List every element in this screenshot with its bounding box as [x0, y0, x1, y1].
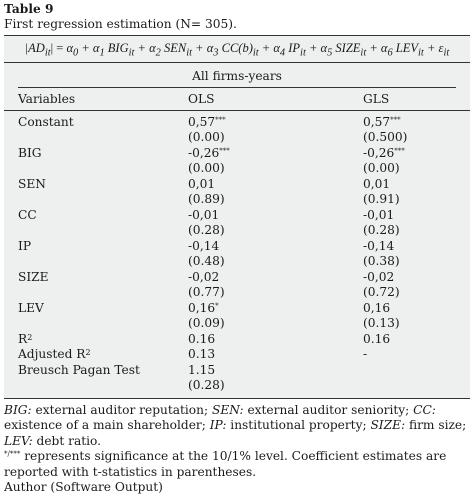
table-row: LEV 0,16* (0.09) 0,16 (0.13)	[4, 301, 470, 332]
significance-stars: ***	[215, 115, 226, 124]
bottom-rule	[4, 397, 470, 399]
significance-stars: ***	[394, 146, 405, 155]
cell-ols: -0,02 (0.77)	[188, 270, 363, 301]
regression-table: |ADit| = α0 + α1 BIGit + α2 SENit + α3 C…	[4, 35, 470, 399]
table-body: Constant 0,57*** (0.00) 0,57*** (0.500) BIG -0…	[4, 111, 470, 332]
cell-ols: 0,01 (0.89)	[188, 177, 363, 208]
group-rule	[18, 86, 456, 88]
cell-ols: 1.15 (0.28)	[188, 362, 225, 393]
table-row: BIG -0,26*** (0.00) -0,26*** (0.00)	[4, 146, 470, 177]
p-value: (0.00)	[188, 130, 225, 144]
table-figure: Table 9 First regression estimation (N= …	[4, 2, 470, 496]
row-label: BIG	[18, 145, 42, 160]
table-title: Table 9	[4, 2, 54, 16]
p-value: (0.48)	[188, 254, 225, 268]
p-value: (0.00)	[363, 161, 400, 175]
cell-gls: 0.16	[363, 331, 391, 346]
row-label: LEV	[18, 300, 44, 315]
table-row: SEN 0,01 (0.89) 0,01 (0.91)	[4, 177, 470, 208]
col-header-variables: Variables	[18, 91, 76, 106]
column-header-row: Variables OLS GLS	[4, 88, 470, 110]
p-value: (0.91)	[363, 192, 400, 206]
p-value: (0.89)	[188, 192, 225, 206]
regression-equation: |ADit| = α0 + α1 BIGit + α2 SENit + α3 C…	[24, 41, 450, 59]
p-value: (0.500)	[363, 130, 408, 144]
cell-gls: 0,57*** (0.500)	[363, 115, 470, 146]
top-rule	[4, 35, 470, 36]
table-row: R2 0.16 0.16	[4, 332, 470, 348]
row-label: IP	[18, 238, 32, 253]
p-value: (0.38)	[363, 254, 400, 268]
cell-gls: -0,02 (0.72)	[363, 270, 470, 301]
row-label: SEN	[18, 176, 46, 191]
cell-ols: -0,01 (0.28)	[188, 208, 363, 239]
table-row: SIZE -0,02 (0.77) -0,02 (0.72)	[4, 270, 470, 301]
p-value: (0.00)	[188, 161, 225, 175]
p-value: (0.13)	[363, 316, 400, 330]
table-subtitle: First regression estimation (N= 305).	[4, 17, 237, 31]
col-header-gls: GLS	[363, 91, 390, 106]
source-note: Author (Software Output)	[4, 480, 163, 494]
equation-rule	[4, 61, 470, 63]
table-row: Adjusted R2 0.13 -	[4, 347, 470, 363]
header-rule	[4, 109, 470, 111]
cell-gls: -0,01 (0.28)	[363, 208, 470, 239]
table-row: CC -0,01 (0.28) -0,01 (0.28)	[4, 208, 470, 239]
cell-ols: -0,26*** (0.00)	[188, 146, 363, 177]
cell-ols: 0.16	[188, 331, 216, 346]
significance-stars: *	[215, 301, 219, 310]
row-label: Adjusted R2	[18, 347, 91, 361]
p-value: (0.09)	[188, 316, 225, 330]
cell-gls: -0,26*** (0.00)	[363, 146, 470, 177]
row-label: Breusch Pagan Test	[18, 362, 140, 377]
cell-ols: 0,16* (0.09)	[188, 301, 363, 332]
row-label: SIZE	[18, 269, 49, 284]
significance-stars: ***	[219, 146, 230, 155]
group-header: All firms-years	[192, 68, 282, 83]
table-row: IP -0,14 (0.48) -0,14 (0.38)	[4, 239, 470, 270]
col-header-ols: OLS	[188, 91, 215, 106]
cell-gls: 0,16 (0.13)	[363, 301, 470, 332]
p-value: (0.28)	[188, 223, 225, 237]
significance-stars: ***	[390, 115, 401, 124]
abbreviation-note: BIG: external auditor reputation; SEN: e…	[4, 402, 467, 448]
p-value: (0.28)	[363, 223, 400, 237]
cell-gls: -	[363, 347, 368, 361]
cell-ols: -0,14 (0.48)	[188, 239, 363, 270]
significance-note: */*** represents significance at the 10/…	[4, 449, 447, 479]
cell-gls: 0,01 (0.91)	[363, 177, 470, 208]
cell-ols: 0,57*** (0.00)	[188, 115, 363, 146]
p-value: (0.72)	[363, 285, 400, 299]
cell-ols: 0.13	[188, 347, 216, 361]
p-value: (0.77)	[188, 285, 225, 299]
table-notes: BIG: external auditor reputation; SEN: e…	[4, 403, 470, 496]
cell-gls: -0,14 (0.38)	[363, 239, 470, 270]
row-label: Constant	[18, 114, 74, 129]
table-row: Constant 0,57*** (0.00) 0,57*** (0.500)	[4, 111, 470, 146]
row-label: CC	[18, 207, 37, 222]
table-row: Breusch Pagan Test 1.15 (0.28)	[4, 363, 470, 394]
row-label: R2	[18, 331, 33, 346]
